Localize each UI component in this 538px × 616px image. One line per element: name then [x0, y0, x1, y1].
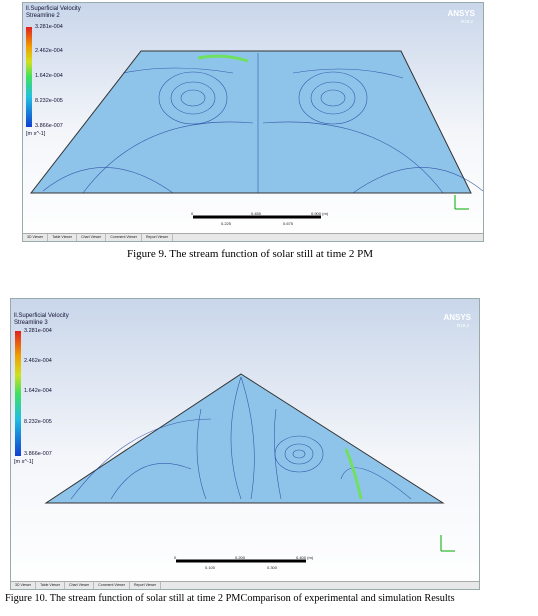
- scale-label: 0.300: [267, 565, 278, 570]
- scale-label: 0.900 (m): [311, 211, 329, 216]
- flow-field: [29, 50, 483, 219]
- tab[interactable]: Comment Viewer: [94, 582, 131, 589]
- tab[interactable]: Report Viewer: [142, 234, 174, 241]
- legend-unit: [m s^-1]: [14, 459, 34, 465]
- legend-tick: 3.866e-007: [35, 123, 63, 129]
- color-bar: [15, 331, 21, 456]
- figure: ll.Superficial Velocity Streamline 3 3.2…: [10, 298, 480, 590]
- legend-subtitle: Streamline 2: [26, 13, 60, 19]
- legend-tick: 1.642e-004: [35, 73, 63, 79]
- scale-label: 0.450: [251, 211, 262, 216]
- tab[interactable]: Table Viewer: [36, 582, 66, 589]
- tab[interactable]: 3D Viewer: [11, 582, 37, 589]
- tab[interactable]: Report Viewer: [130, 582, 162, 589]
- scale-label: 0: [174, 555, 177, 560]
- tab[interactable]: Chart Viewer: [77, 234, 107, 241]
- legend-tick: 2.462e-004: [24, 358, 52, 364]
- figure: ll.Superficial Velocity Streamline 2 3.2…: [22, 2, 484, 242]
- tab[interactable]: Table Viewer: [48, 234, 78, 241]
- version: R18.2: [460, 19, 473, 24]
- legend-tick: 3.281e-004: [24, 328, 52, 334]
- version: R18.2: [456, 323, 469, 328]
- legend-tick: 3.281e-004: [35, 24, 63, 30]
- tab-bar: 3D Viewer Table Viewer Chart Viewer Comm…: [11, 581, 479, 589]
- legend-title: ll.Superficial Velocity: [14, 313, 69, 319]
- legend-title: ll.Superficial Velocity: [26, 6, 81, 12]
- tab[interactable]: Comment Viewer: [106, 234, 143, 241]
- legend-tick: 2.462e-004: [35, 48, 63, 54]
- legend-tick: 1.642e-004: [24, 388, 52, 394]
- scale-label: 0: [191, 211, 194, 216]
- scale-label: 0.225: [221, 221, 232, 226]
- scale-label: 0.675: [283, 221, 294, 226]
- legend-tick: 8.232e-005: [24, 419, 52, 425]
- legend-subtitle: Streamline 3: [14, 320, 48, 326]
- flow-field: [44, 373, 455, 563]
- caption: Figure 10. The stream function of solar …: [5, 593, 455, 604]
- tab[interactable]: Chart Viewer: [65, 582, 95, 589]
- caption: Figure 9. The stream function of solar s…: [127, 248, 374, 260]
- scale-label: 0.100: [205, 565, 216, 570]
- brand: ANSYS: [443, 313, 471, 322]
- legend-tick: 8.232e-005: [35, 98, 63, 104]
- color-bar: [26, 27, 32, 127]
- brand: ANSYS: [447, 9, 475, 18]
- scale-label: 0.200: [235, 555, 246, 560]
- legend-tick: 3.866e-007: [24, 451, 52, 457]
- legend-unit: [m s^-1]: [26, 131, 46, 137]
- scale-label: 0.400 (m): [296, 555, 314, 560]
- tab-bar: 3D Viewer Table Viewer Chart Viewer Comm…: [23, 233, 483, 241]
- tab[interactable]: 3D Viewer: [23, 234, 49, 241]
